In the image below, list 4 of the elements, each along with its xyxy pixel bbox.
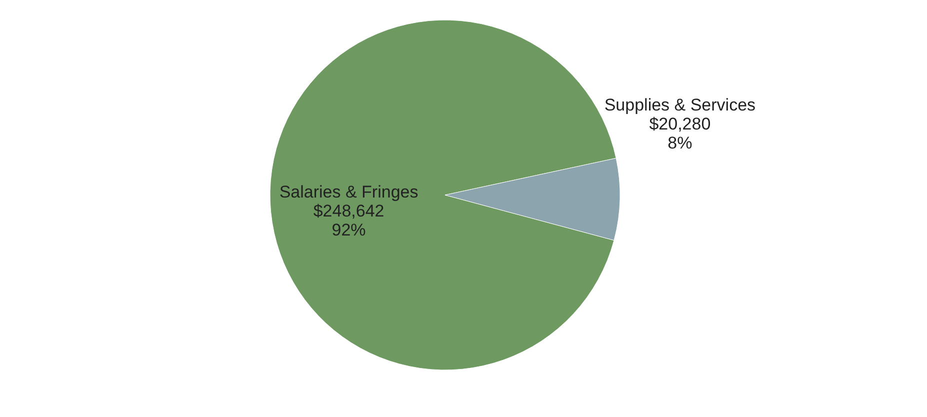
slice-label: Supplies & Services (604, 95, 756, 114)
slice-label: Salaries & Fringes (279, 182, 418, 202)
data-label: $248,642 92% (313, 202, 384, 240)
data-label: $20,280 8% (649, 114, 711, 152)
